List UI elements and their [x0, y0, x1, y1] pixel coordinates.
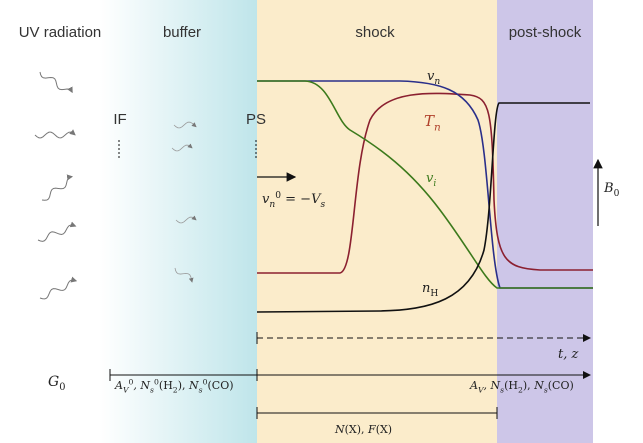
label-part: s: [544, 385, 548, 394]
label-part: 0: [614, 189, 620, 199]
column-label: AV, Ns(H2), Ns(CO): [469, 379, 574, 394]
photon: [173, 121, 197, 129]
label-part: (H: [504, 379, 518, 392]
label-part: F: [367, 423, 376, 436]
post-shock-region: [497, 0, 593, 443]
label-part: ),: [178, 379, 189, 392]
photon: [39, 71, 73, 94]
label-part: s: [199, 385, 203, 394]
column-label: N(X), F(X): [334, 423, 392, 436]
label-part: s: [150, 385, 154, 394]
label-part: B: [603, 181, 614, 196]
photon: [39, 276, 78, 300]
region-label: post-shock: [509, 24, 582, 41]
label-part: n: [434, 122, 441, 134]
region-label: buffer: [163, 24, 201, 41]
label-part: , N: [484, 379, 501, 392]
curve-label: Tn: [424, 112, 441, 134]
label-part: v: [427, 69, 435, 84]
photon: [37, 221, 77, 242]
region-label: UV radiation: [19, 24, 102, 41]
label-part: n: [422, 281, 430, 296]
source-label: G0: [48, 374, 65, 393]
label-part: v: [426, 171, 434, 186]
label-part: 0: [129, 378, 134, 387]
label-part: (CO): [548, 379, 574, 392]
photon: [41, 174, 74, 201]
label-part: (H: [159, 379, 173, 392]
label-part: t, z: [558, 347, 578, 362]
label-part: N: [188, 379, 199, 392]
label-part: V: [478, 385, 485, 394]
curve-label: vi: [426, 171, 436, 189]
curve-label: nH: [422, 281, 438, 299]
uv-photons: [34, 71, 197, 300]
field-label: B0: [603, 181, 620, 199]
label-part: ),: [523, 379, 534, 392]
shock-region: [257, 0, 497, 443]
marker-label: IF: [113, 111, 126, 128]
label-part: n: [434, 77, 440, 87]
temperature-curve: [257, 92, 593, 274]
velocity-label: vn0 = −Vs: [262, 191, 325, 210]
photon: [34, 129, 76, 139]
label-part: n: [269, 200, 275, 210]
label-part: s: [320, 200, 325, 210]
curve-label: vn: [427, 69, 440, 87]
region-label: shock: [355, 24, 395, 41]
label-part: s: [500, 385, 504, 394]
density-curve: [256, 102, 590, 313]
marker-label: PS: [246, 111, 266, 128]
photon: [174, 267, 194, 283]
neutral-velocity-curve: [257, 80, 593, 289]
label-part: 0: [154, 378, 159, 387]
label-part: A: [469, 379, 478, 392]
label-part: i: [433, 179, 436, 189]
label-part: (X),: [345, 423, 368, 436]
label-part: A: [114, 379, 123, 392]
buffer-region: [100, 0, 257, 443]
time-label: t, z: [558, 347, 578, 362]
column-label: AV0, Ns0(H2), Ns0(CO): [114, 378, 234, 395]
label-part: (X): [376, 423, 392, 436]
photon: [175, 215, 197, 224]
photon: [171, 143, 193, 152]
label-part: T: [424, 112, 435, 130]
label-part: , N: [133, 379, 150, 392]
label-part: = −: [281, 192, 311, 207]
label-part: V: [311, 192, 322, 207]
label-part: V: [123, 385, 130, 394]
label-part: H: [430, 289, 438, 299]
label-part: 0: [275, 191, 281, 201]
label-part: G: [48, 374, 59, 390]
label-part: 0: [203, 378, 208, 387]
ion-velocity-curve: [257, 80, 593, 289]
label-part: 2: [173, 385, 178, 394]
label-part: N: [334, 423, 345, 436]
label-part: N: [533, 379, 544, 392]
label-part: 0: [59, 382, 65, 393]
label-part: 2: [518, 385, 523, 394]
label-part: (CO): [207, 379, 233, 392]
label-part: v: [262, 192, 270, 207]
